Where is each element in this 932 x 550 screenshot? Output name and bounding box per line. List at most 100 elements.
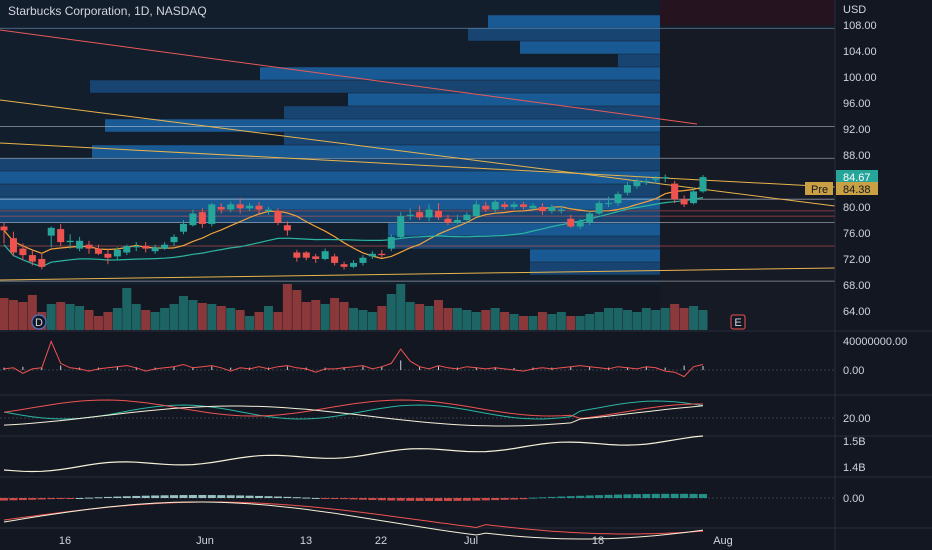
macd-bar [283, 496, 292, 498]
macd-bar [132, 495, 141, 498]
profile-bar [488, 15, 660, 28]
macd-bar [462, 498, 471, 501]
candle-body [0, 226, 8, 231]
volume-bar [452, 308, 462, 330]
volume-bar [46, 304, 56, 330]
volume-bar [65, 304, 75, 330]
macd-bar [595, 495, 604, 498]
macd-bar [245, 495, 254, 498]
pane1-axis-zero: 0.00 [843, 365, 864, 377]
macd-bar [160, 495, 169, 498]
candle-body [397, 216, 405, 237]
volume-bar [160, 308, 170, 330]
volume-bar [471, 312, 481, 330]
macd-bar [642, 493, 651, 498]
candle-body [340, 264, 348, 267]
volume-bar [292, 290, 302, 330]
volume-bar [679, 308, 689, 330]
macd-bar [661, 493, 670, 498]
volume-bar [93, 316, 103, 330]
candle-body [501, 204, 509, 207]
volume-bar [0, 298, 9, 330]
candle-body [293, 252, 301, 258]
dividend-marker[interactable]: D [31, 314, 47, 330]
time-tick: Jun [196, 535, 214, 547]
profile-bar [468, 28, 660, 41]
macd-bar [434, 498, 443, 501]
earnings-marker-label: E [734, 317, 741, 329]
trend-line-yellow-2[interactable] [0, 142, 836, 188]
candle-body [595, 203, 603, 214]
pane3-axis-top: 1.5B [843, 436, 866, 448]
candle-body [472, 204, 480, 217]
pane2-line-minus [3, 399, 703, 419]
macd-bar [500, 498, 509, 500]
macd-bar [330, 498, 339, 499]
candle-body [482, 205, 490, 210]
candle-body [94, 248, 102, 254]
volume-bar [443, 308, 453, 330]
candle-body [302, 252, 310, 258]
volume-bar [178, 296, 188, 330]
candle-body [387, 236, 395, 249]
macd-bar [576, 495, 585, 498]
trend-line-yellow-3[interactable] [0, 267, 836, 281]
profile-bar [0, 171, 660, 184]
volume-bar [301, 302, 311, 330]
time-tick: 16 [59, 535, 71, 547]
currency-label: USD [843, 4, 866, 16]
macd-bar [491, 498, 500, 501]
volume-bar [254, 312, 264, 330]
volume-bar [556, 312, 566, 330]
candle-body [538, 207, 546, 211]
candle-body [576, 221, 584, 227]
pane2-line-adx [3, 405, 704, 427]
candle-body [368, 253, 376, 257]
volume-bar [500, 312, 510, 330]
candle-body [435, 210, 443, 218]
premarket-value: 84.38 [843, 184, 871, 196]
volume-bar [490, 308, 500, 330]
macd-bar [415, 498, 424, 501]
candle-body [198, 212, 206, 224]
macd-bar [151, 495, 160, 498]
volume-bar [622, 310, 632, 330]
volume-bar [131, 304, 141, 330]
candle-body [9, 238, 17, 253]
volume-bar [434, 300, 444, 330]
symbol-name[interactable]: Starbucks Corporation [8, 4, 128, 18]
pane-axis-labels: 40000000.00 0.00 20.00 1.5B 1.4B 0.00 [843, 336, 907, 505]
macd-bar [56, 498, 65, 499]
volume-bar [509, 314, 519, 330]
price-tick: 88.00 [843, 150, 871, 162]
macd-bar [170, 495, 179, 498]
interval-label[interactable]: 1D [134, 4, 150, 18]
candle-body [605, 203, 613, 205]
volume-bar [320, 304, 330, 330]
volume-bar [367, 312, 377, 330]
macd-bar [680, 493, 689, 498]
earnings-marker[interactable]: E [730, 314, 746, 330]
candle-body [312, 256, 320, 259]
volume-bar [396, 284, 406, 330]
volume-bar [377, 306, 387, 330]
volume-bar [519, 316, 529, 330]
macd-bar [528, 497, 537, 499]
title-separator: , [149, 4, 157, 18]
time-axis[interactable]: 16 Jun 13 22 Jul 18 Aug [59, 535, 733, 547]
macd-bar [207, 495, 216, 498]
trend-line-red[interactable] [0, 29, 698, 125]
candle-body [255, 205, 263, 210]
profile-bar [260, 67, 660, 80]
macd-bar [198, 495, 207, 498]
profile-bar [520, 41, 660, 54]
macd-bar [236, 495, 245, 498]
candle-body [406, 214, 414, 217]
macd-bar [538, 497, 547, 499]
macd-bar [75, 498, 84, 499]
volume-bar [197, 303, 207, 330]
dividend-marker-label: D [35, 317, 43, 329]
time-tick: 22 [375, 535, 387, 547]
